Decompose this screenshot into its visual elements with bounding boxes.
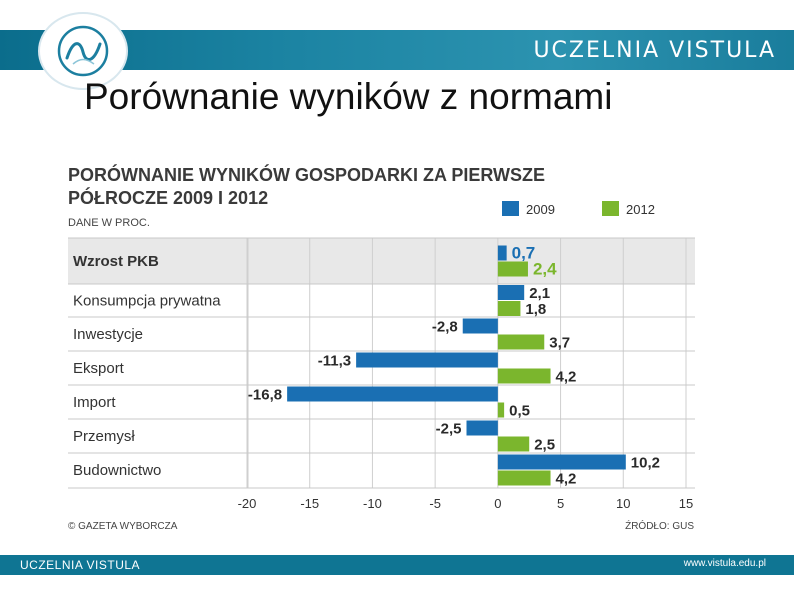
- data-label-2009-4: -16,8: [248, 387, 282, 404]
- legend-swatch-2009: [502, 201, 519, 216]
- data-label-2012-2: 3,7: [549, 335, 570, 352]
- header-band: [0, 30, 794, 70]
- source-right: ŹRÓDŁO: GUS: [625, 519, 694, 532]
- category-label-1: Konsumpcja prywatna: [73, 293, 221, 310]
- data-label-2009-1: 2,1: [529, 285, 550, 302]
- data-label-2009-3: -11,3: [318, 353, 351, 370]
- x-tick-label-2: -10: [363, 496, 382, 511]
- data-label-2009-5: -2,5: [436, 421, 462, 438]
- bar-2012-6: [497, 470, 551, 486]
- bar-2009-3: [356, 352, 498, 368]
- category-label-5: Przemysł: [73, 428, 135, 445]
- data-label-2009-6: 10,2: [631, 455, 660, 472]
- data-label-2012-0: 2,4: [533, 260, 557, 279]
- brand-name-bottom: UCZELNIA VISTULA: [20, 558, 141, 572]
- x-tick-label-4: 0: [494, 496, 501, 511]
- data-label-2012-5: 2,5: [534, 437, 555, 454]
- x-tick-label-0: -20: [238, 496, 257, 511]
- logo: [38, 12, 128, 90]
- x-tick-label-7: 15: [679, 496, 693, 511]
- vistula-wave-logo-icon: [57, 25, 109, 77]
- data-label-2012-4: 0,5: [509, 403, 530, 420]
- bar-2012-4: [497, 402, 505, 418]
- bar-2009-6: [497, 454, 626, 470]
- x-tick-label-5: 5: [557, 496, 564, 511]
- chart-title-line1: PORÓWNANIE WYNIKÓW GOSPODARKI ZA PIERWSZ…: [68, 164, 545, 185]
- bar-2009-1: [497, 285, 525, 300]
- bar-2012-1: [497, 301, 521, 316]
- x-tick-label-1: -15: [300, 496, 319, 511]
- chart-subtitle: DANE W PROC.: [68, 217, 150, 229]
- chart-title-line2: PÓŁROCZE 2009 I 2012: [68, 187, 268, 208]
- data-label-2009-2: -2,8: [432, 319, 458, 336]
- footer-band: [0, 555, 794, 575]
- bar-2012-0: [497, 261, 528, 277]
- bar-2009-2: [462, 318, 498, 334]
- bar-2009-5: [466, 420, 498, 436]
- data-label-2012-3: 4,2: [556, 369, 577, 386]
- category-label-6: Budownictwo: [73, 462, 161, 479]
- category-label-2: Inwestycje: [73, 326, 143, 343]
- data-label-2012-1: 1,8: [525, 301, 546, 318]
- header-row-bg: [68, 238, 695, 284]
- data-label-2009-0: 0,7: [512, 244, 536, 263]
- x-tick-label-6: 10: [616, 496, 630, 511]
- x-tick-label-3: -5: [429, 496, 441, 511]
- plot-area: Wzrost PKB Konsumpcja prywatna Inwestycje E…: [68, 237, 695, 511]
- category-label-0: Wzrost PKB: [73, 253, 159, 270]
- category-label-3: Eksport: [73, 360, 125, 377]
- legend-label-2012: 2012: [626, 202, 655, 217]
- data-label-2012-6: 4,2: [556, 471, 577, 488]
- brand-name-top: UCZELNIA VISTULA: [533, 38, 776, 63]
- legend-swatch-2012: [602, 201, 619, 216]
- category-label-4: Import: [73, 394, 116, 411]
- bar-2012-3: [497, 368, 551, 384]
- bar-2012-2: [497, 334, 545, 350]
- legend-label-2009: 2009: [526, 202, 555, 217]
- bar-2009-0: [497, 245, 507, 261]
- bar-2012-5: [497, 436, 530, 452]
- bar-2009-4: [287, 386, 498, 402]
- website-link[interactable]: www.vistula.edu.pl: [683, 558, 766, 569]
- source-left: © GAZETA WYBORCZA: [68, 521, 178, 532]
- slide-title: Porównanie wyników z normami: [84, 76, 613, 117]
- legend: 2009 2012: [502, 201, 655, 217]
